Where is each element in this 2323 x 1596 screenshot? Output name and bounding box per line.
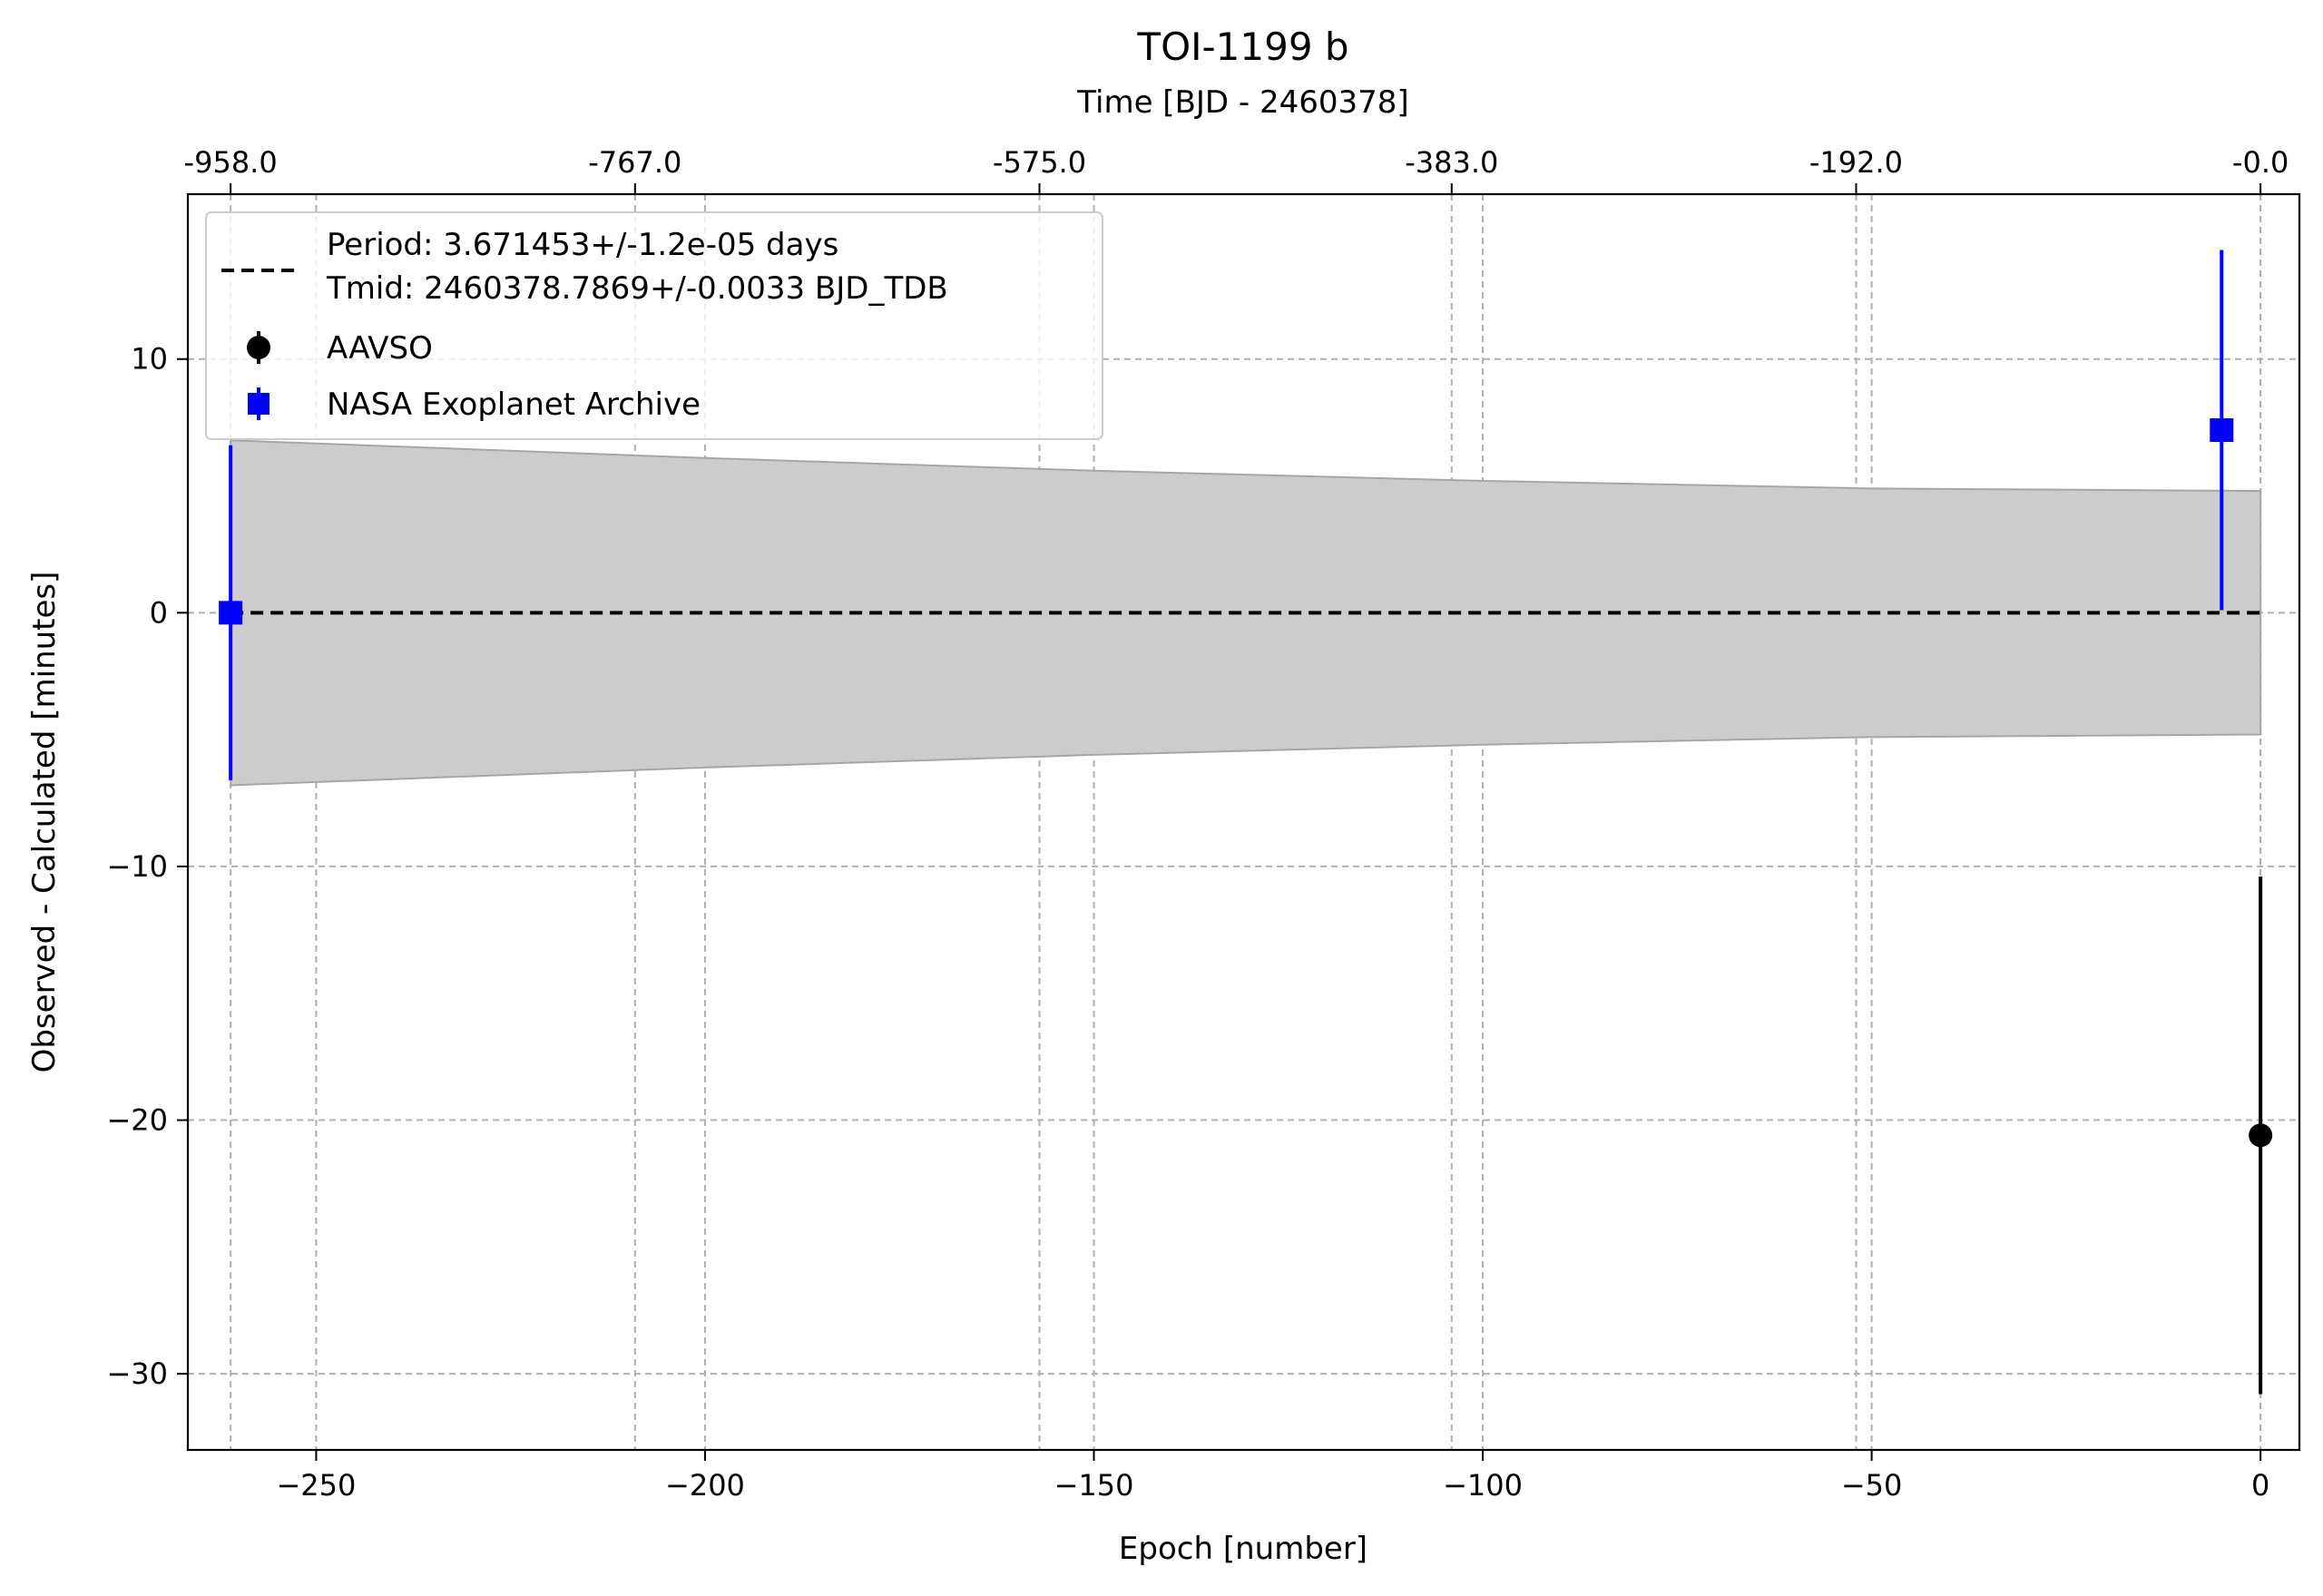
data-points-layer	[219, 250, 2273, 1395]
x-tick-label: −200	[665, 1468, 745, 1503]
legend-fit-period-label: Period: 3.671453+/-1.2e-05 days	[327, 227, 838, 263]
nasa-exoplanet-archive-point	[2210, 418, 2234, 443]
legend: Period: 3.671453+/-1.2e-05 days Tmid: 24…	[205, 211, 1103, 440]
top-axis-label: Time [BJD - 2460378]	[1076, 84, 1408, 121]
y-tick-label: 10	[131, 342, 168, 377]
x-tick-label: 0	[2251, 1468, 2269, 1503]
top-tick-label: -192.0	[1809, 145, 1903, 180]
top-tick-label: -383.0	[1405, 145, 1498, 180]
legend-nasa-label: NASA Exoplanet Archive	[327, 387, 701, 423]
top-tick-label: -958.0	[184, 145, 278, 180]
top-tick-label: -767.0	[588, 145, 681, 180]
ticks-layer: −250 −200 −150 −100 −50 0 10 0 −10 −20 −30 -958.0 -7…	[106, 145, 2289, 1503]
top-tick-label: -0.0	[2232, 145, 2289, 180]
x-tick-label: −50	[1841, 1468, 1903, 1503]
y-tick-label: −30	[106, 1356, 168, 1391]
x-tick-label: −250	[276, 1468, 356, 1503]
y-tick-label: −20	[106, 1103, 168, 1138]
y-axis-label: Observed - Calculated [minutes]	[26, 572, 63, 1073]
x-tick-label: −100	[1443, 1468, 1523, 1503]
aavso-point	[2249, 1123, 2273, 1148]
x-axis-label: Epoch [number]	[1119, 1531, 1367, 1567]
chart-title: TOI-1199 b	[1136, 24, 1348, 69]
y-tick-label: 0	[150, 595, 168, 630]
legend-nasa-marker	[248, 393, 270, 415]
top-tick-label: -575.0	[993, 145, 1086, 180]
legend-aavso-label: AAVSO	[327, 330, 433, 367]
legend-aavso-marker	[247, 336, 270, 359]
uncertainty-band	[230, 439, 2262, 787]
x-tick-label: −150	[1054, 1468, 1134, 1503]
uncertainty-band-layer	[230, 439, 2262, 787]
legend-box	[205, 211, 1103, 440]
y-tick-label: −10	[106, 849, 168, 884]
nasa-exoplanet-archive-point	[219, 601, 243, 625]
legend-fit-tmid-label: Tmid: 2460378.7869+/-0.0033 BJD_TDB	[326, 270, 948, 307]
plot-frame	[186, 192, 2301, 1452]
